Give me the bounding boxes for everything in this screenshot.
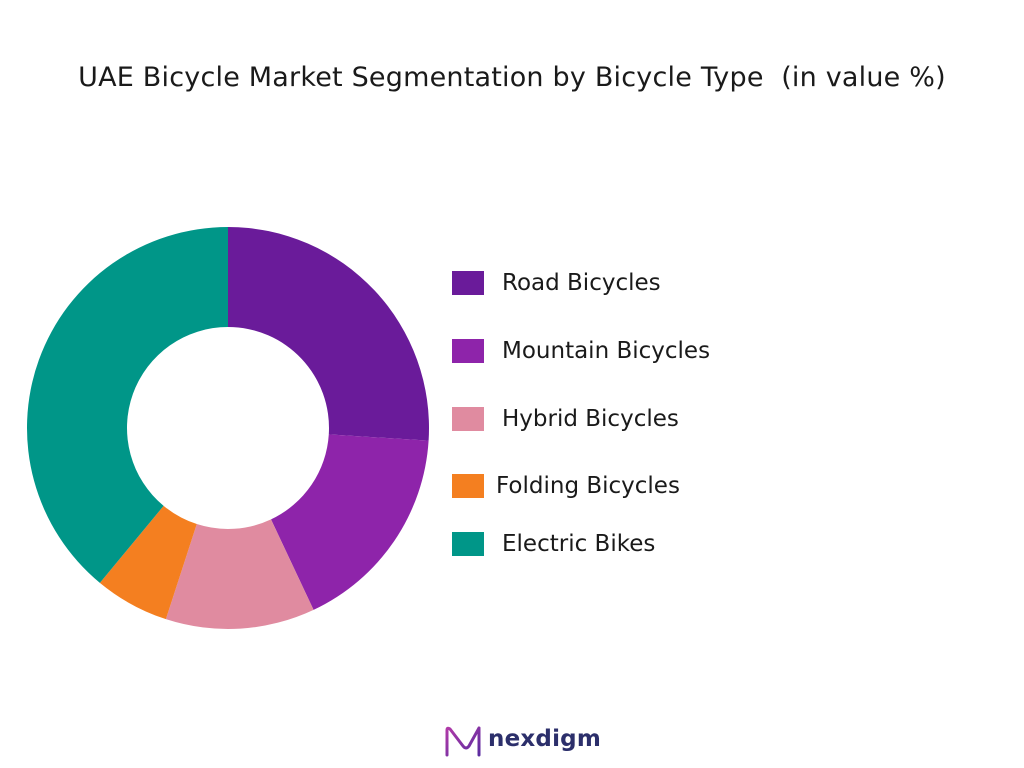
slice-electric-bikes [27,227,228,583]
legend-swatch [452,474,484,498]
slice-road-bicycles [228,227,429,441]
legend-item-hybrid-bicycles: Hybrid Bicycles [452,404,812,434]
legend-label: Folding Bicycles [496,473,680,499]
legend-swatch [452,339,484,363]
legend-item-road-bicycles: Road Bicycles [452,268,812,298]
legend-label: Electric Bikes [502,531,656,557]
brand-logo: nexdigm [444,722,604,762]
legend-swatch [452,407,484,431]
chart-title: UAE Bicycle Market Segmentation by Bicyc… [78,62,946,93]
nexdigm-logo-icon [445,726,481,757]
brand-name: nexdigm [488,726,601,752]
legend-swatch [452,271,484,295]
legend-item-mountain-bicycles: Mountain Bicycles [452,336,812,366]
legend-label: Mountain Bicycles [502,338,711,364]
slice-folding-bicycles [99,505,197,620]
legend-label: Road Bicycles [502,270,661,296]
slice-hybrid-bicycles [165,519,314,629]
legend-item-folding-bicycles: Folding Bicycles [452,471,812,501]
legend-item-electric-bikes: Electric Bikes [452,529,812,559]
legend-swatch [452,532,484,556]
legend-label: Hybrid Bicycles [502,406,679,432]
slice-mountain-bicycles [271,434,429,610]
